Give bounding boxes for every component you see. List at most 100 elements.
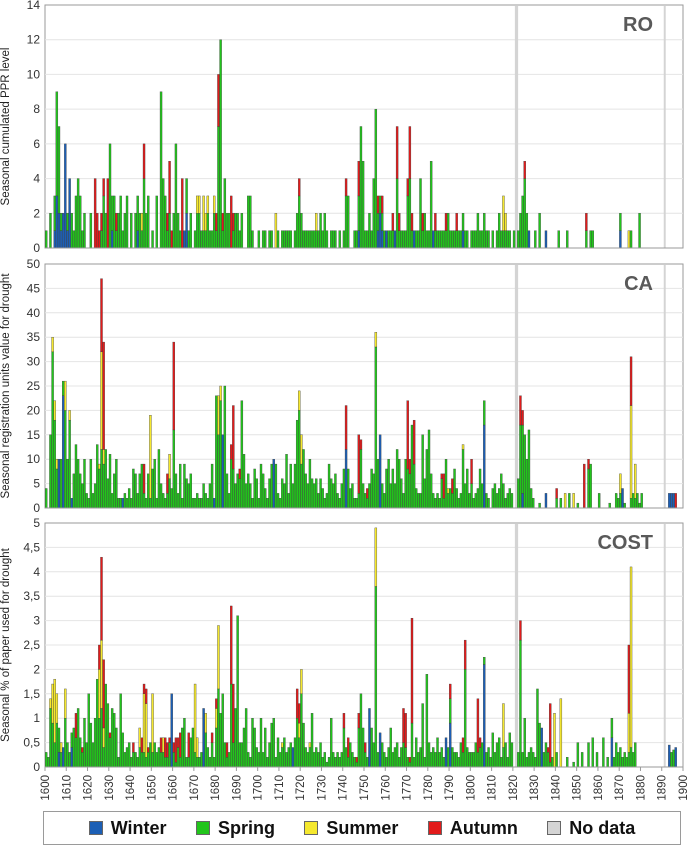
bar-winter <box>121 498 124 509</box>
bar-spring <box>419 178 422 249</box>
bar-spring <box>134 213 137 249</box>
bar-spring <box>442 757 446 768</box>
bar-spring <box>521 195 524 249</box>
bar-spring <box>446 747 450 768</box>
bar-autumn <box>93 178 97 249</box>
bar-spring <box>276 230 280 249</box>
bar-autumn <box>230 195 233 249</box>
bar-spring <box>476 752 480 768</box>
bar-spring <box>266 498 269 509</box>
bar-spring <box>230 459 233 509</box>
y-axis-label: Seasonal % of paper used for drought <box>0 547 12 742</box>
bar-spring <box>402 230 405 249</box>
bar-spring <box>261 752 265 768</box>
bar-spring <box>81 483 84 509</box>
bar-spring <box>125 498 129 509</box>
bar-summer <box>219 385 222 401</box>
bar-spring <box>376 459 380 509</box>
bar-spring <box>247 473 250 509</box>
bar-spring <box>442 498 446 509</box>
bar-winter <box>170 693 173 768</box>
bar-winter <box>412 230 416 249</box>
bar-spring <box>66 213 69 231</box>
bar-spring <box>157 747 161 768</box>
bar-spring <box>64 718 67 768</box>
bar-spring <box>459 493 463 509</box>
bar-autumn <box>357 434 361 494</box>
bar-spring <box>89 459 93 509</box>
bar-spring <box>672 749 675 768</box>
bar-spring <box>338 498 341 509</box>
bar-spring <box>389 483 392 509</box>
bar-spring <box>372 742 375 768</box>
bar-spring <box>463 483 467 509</box>
bar-spring <box>283 483 286 509</box>
bar-spring <box>223 178 227 249</box>
bar-autumn <box>406 400 409 470</box>
bar-spring <box>572 761 575 768</box>
bar-spring <box>66 459 69 509</box>
bar-spring <box>113 713 116 768</box>
bar-spring <box>483 400 486 426</box>
bar-spring <box>59 459 63 509</box>
bar-spring <box>457 757 460 768</box>
bar-spring <box>161 752 165 768</box>
bar-spring <box>566 757 569 768</box>
bar-spring <box>404 747 407 768</box>
bar-spring <box>153 742 156 768</box>
x-tick-label: 1890 <box>657 775 669 801</box>
bar-spring <box>417 230 420 249</box>
bar-winter <box>64 143 67 249</box>
bar-autumn <box>147 747 150 753</box>
bar-spring <box>338 757 341 768</box>
bar-spring <box>310 713 314 768</box>
bar-autumn <box>132 742 135 753</box>
bar-spring <box>383 493 386 509</box>
bar-autumn <box>210 732 214 743</box>
bar-spring <box>123 213 127 249</box>
bar-autumn <box>221 213 224 231</box>
bar-autumn <box>357 161 361 197</box>
bar-autumn <box>298 703 301 724</box>
bar-summer <box>213 195 216 214</box>
bar-spring <box>434 752 437 768</box>
y-tick-label: 30 <box>27 355 41 369</box>
bar-spring <box>410 230 414 249</box>
bar-spring <box>247 195 250 249</box>
bar-spring <box>387 230 390 249</box>
bar-spring <box>517 752 520 768</box>
bar-spring <box>308 230 312 249</box>
bar-spring <box>85 742 88 768</box>
bar-summer <box>102 727 105 748</box>
panel-title: CA <box>624 273 653 295</box>
bar-spring <box>489 757 492 768</box>
bar-autumn <box>402 708 405 743</box>
bar-spring <box>425 449 429 509</box>
bar-autumn <box>215 213 218 231</box>
bar-spring <box>72 230 76 249</box>
bar-spring <box>181 727 184 768</box>
bar-spring <box>329 718 333 768</box>
bar-spring <box>538 722 541 768</box>
bar-summer <box>634 463 637 499</box>
bar-summer <box>142 693 146 753</box>
bar-spring <box>219 400 222 509</box>
bar-spring <box>161 178 165 249</box>
bar-spring <box>187 483 190 509</box>
bar-winter <box>385 230 388 249</box>
bar-spring <box>234 483 237 509</box>
bar-spring <box>136 757 139 768</box>
bar-spring <box>185 757 188 768</box>
bar-spring <box>234 708 237 768</box>
bar-autumn <box>232 213 235 231</box>
bar-spring <box>555 752 558 768</box>
bar-winter <box>344 449 348 509</box>
bar-spring <box>493 752 497 768</box>
bar-spring <box>466 468 469 509</box>
bar-winter <box>62 213 65 249</box>
bar-autumn <box>523 161 526 179</box>
no-data-band <box>514 524 519 767</box>
legend-item-no-data: No data <box>547 818 635 839</box>
legend-label-no-data: No data <box>569 817 636 838</box>
bar-spring <box>259 463 263 509</box>
